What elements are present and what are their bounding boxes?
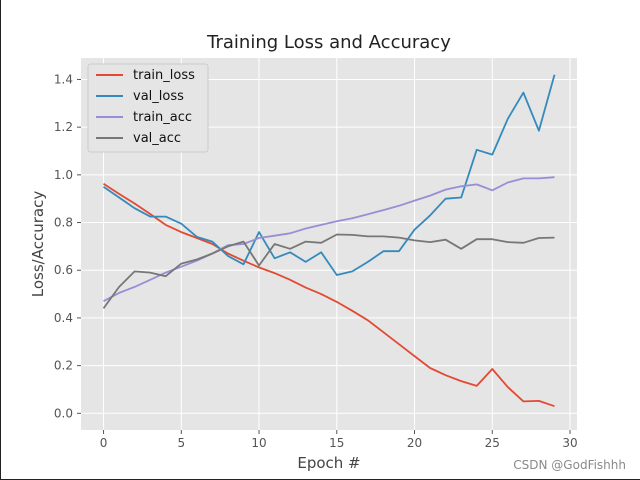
legend-label-train-loss: train_loss [133, 68, 195, 83]
legend: train_loss val_loss train_acc val_acc [87, 63, 209, 153]
y-tick-label: 1.4 [54, 72, 73, 86]
x-tick-label: 20 [407, 436, 422, 450]
y-tick-label: 1.2 [54, 120, 73, 134]
series-line-val-loss [102, 74, 556, 276]
grid [81, 58, 577, 430]
x-tick-label: 0 [100, 436, 108, 450]
series-lines [102, 74, 556, 408]
series-line-train-loss [103, 182, 555, 408]
legend-label-val-loss: val_loss [133, 89, 184, 104]
watermark: CSDN @GodFishhh [513, 458, 626, 472]
legend-label-train-acc: train_acc [133, 110, 192, 125]
y-tick-labels: 0.0 0.2 0.4 0.6 0.8 1.0 1.2 1.4 [54, 72, 81, 420]
legend-box [87, 63, 209, 153]
x-tick-label: 5 [177, 436, 185, 450]
series-line-val-acc [102, 233, 555, 309]
legend-label-val-acc: val_acc [133, 131, 181, 146]
x-tick-label: 25 [485, 436, 500, 450]
x-axis-label: Epoch # [297, 454, 360, 472]
y-tick-label: 0.4 [54, 311, 73, 325]
y-axis-label: Loss/Accuracy [29, 191, 47, 298]
y-tick-label: 0.2 [54, 359, 73, 373]
chart-title: Training Loss and Accuracy [206, 32, 451, 53]
y-tick-label: 0.6 [54, 263, 73, 277]
x-tick-label: 10 [251, 436, 266, 450]
series-line-train-acc [103, 176, 555, 302]
x-tick-label: 30 [562, 436, 577, 450]
x-tick-label: 15 [329, 436, 344, 450]
x-tick-labels: 0 5 10 15 20 25 30 [100, 430, 578, 450]
y-tick-label: 0.8 [54, 216, 73, 230]
y-tick-label: 0.0 [54, 406, 73, 420]
y-tick-label: 1.0 [54, 168, 73, 182]
